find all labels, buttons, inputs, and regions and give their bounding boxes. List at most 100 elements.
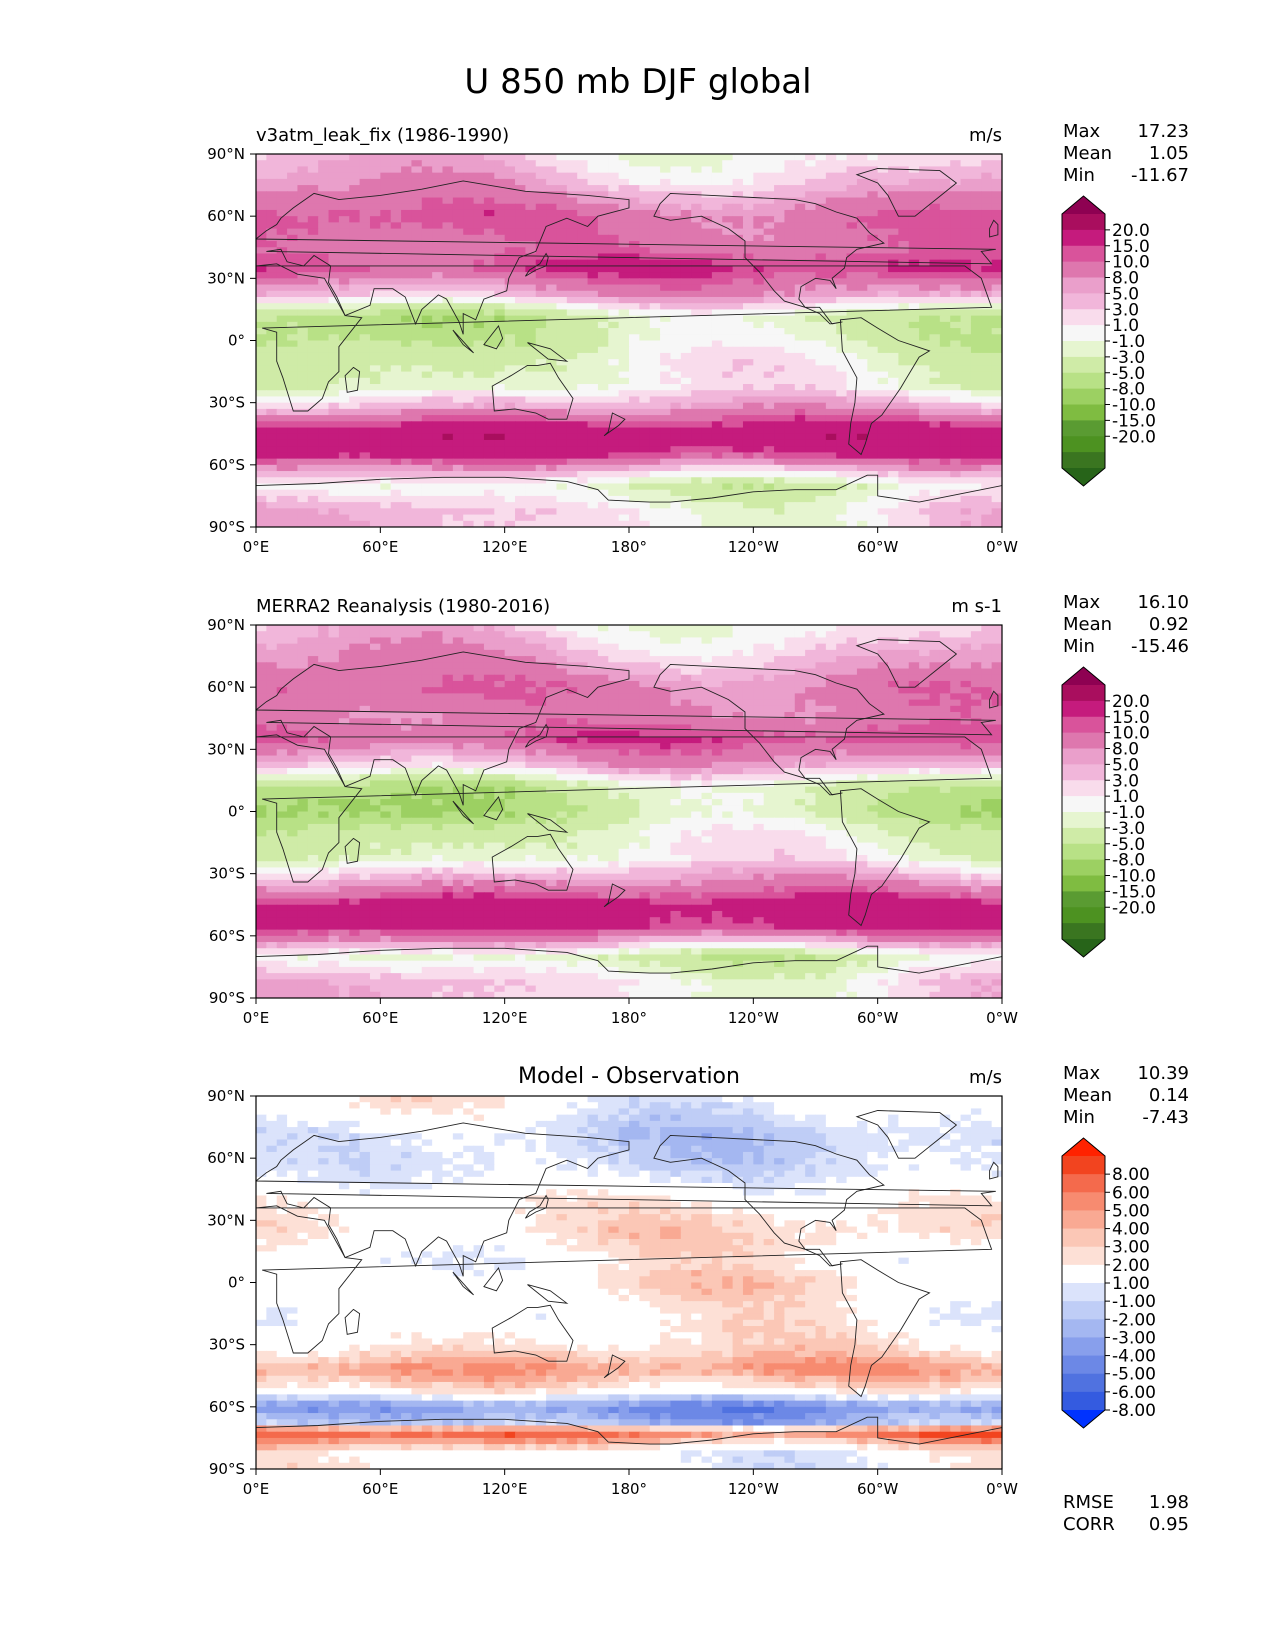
field-cell <box>338 477 350 485</box>
field-cell <box>722 160 734 168</box>
field-cell <box>722 483 734 491</box>
field-cell <box>929 377 941 385</box>
field-cell <box>929 471 941 478</box>
field-cell <box>411 191 423 199</box>
field-cell <box>359 234 371 242</box>
field-cell <box>483 340 495 348</box>
field-cell <box>452 340 464 348</box>
field-cell <box>825 656 837 663</box>
field-cell <box>846 439 858 447</box>
field-cell <box>680 464 692 472</box>
field-cell <box>908 377 920 385</box>
field-cell <box>753 477 765 485</box>
field-cell <box>307 489 319 497</box>
field-cell <box>328 154 340 161</box>
field-cell <box>898 185 910 192</box>
field-cell <box>877 371 889 379</box>
field-cell <box>597 352 609 360</box>
field-cell <box>473 203 485 211</box>
field-cell <box>877 402 889 410</box>
colorbar-segment <box>1062 214 1105 231</box>
field-cell <box>556 390 568 398</box>
field-cell <box>856 265 868 273</box>
field-cell <box>981 384 993 391</box>
field-cell <box>494 502 506 509</box>
field-cell <box>504 328 516 335</box>
field-cell <box>473 191 485 199</box>
field-cell <box>753 191 765 199</box>
field-cell <box>711 185 723 192</box>
field-cell <box>732 178 744 186</box>
field-cell <box>691 371 703 379</box>
field-cell <box>535 433 547 441</box>
field-cell <box>535 253 547 261</box>
field-cell <box>473 471 485 478</box>
field-cell <box>546 514 558 522</box>
field-cell <box>256 309 267 317</box>
field-cell <box>328 160 340 168</box>
field-cell <box>256 520 267 527</box>
field-cell <box>867 377 879 385</box>
field-cell <box>369 377 381 385</box>
field-cell <box>784 502 796 509</box>
field-cell <box>950 402 962 410</box>
field-cell <box>629 464 640 472</box>
field-cell <box>463 662 475 670</box>
field-cell <box>742 514 754 522</box>
field-cell <box>525 643 537 651</box>
field-cell <box>266 390 278 398</box>
field-cell <box>856 390 868 398</box>
field-cell <box>463 265 475 273</box>
field-cell <box>504 303 516 311</box>
field-cell <box>411 197 423 205</box>
field-cell <box>577 228 589 236</box>
field-cell <box>660 483 672 491</box>
field-cell <box>618 284 630 292</box>
field-cell <box>566 234 578 242</box>
field-cell <box>670 197 682 205</box>
field-cell <box>815 228 827 236</box>
field-cell <box>960 154 972 161</box>
field-cell <box>515 390 526 398</box>
field-cell <box>753 216 765 223</box>
field-cell <box>535 247 547 255</box>
field-cell <box>670 309 682 317</box>
field-cell <box>546 371 558 379</box>
field-cell <box>856 222 868 230</box>
field-cell <box>825 384 837 391</box>
field-cell <box>307 309 319 317</box>
field-cell <box>525 377 537 385</box>
field-cell <box>276 402 288 410</box>
field-cell <box>691 483 703 491</box>
field-cell <box>639 172 651 180</box>
field-cell <box>452 346 464 354</box>
field-cell <box>888 309 899 317</box>
field-cell <box>494 160 506 168</box>
field-cell <box>960 222 972 230</box>
field-cell <box>442 278 454 286</box>
field-cell <box>888 272 899 279</box>
field-cell <box>805 643 817 651</box>
field-cell <box>421 209 433 217</box>
field-cell <box>711 458 723 466</box>
field-cell <box>504 433 516 441</box>
field-cell <box>556 489 568 497</box>
field-cell <box>836 284 848 292</box>
field-cell <box>991 402 1002 410</box>
field-cell <box>328 346 340 354</box>
field-cell <box>338 154 350 161</box>
field-cell <box>711 334 723 342</box>
field-cell <box>649 284 661 292</box>
field-cell <box>950 321 962 329</box>
field-cell <box>535 421 547 429</box>
field-cell <box>970 489 982 497</box>
field-cell <box>774 328 786 335</box>
field-cell <box>587 637 599 645</box>
field-cell <box>753 514 765 522</box>
field-cell <box>898 452 910 460</box>
field-cell <box>432 458 444 466</box>
field-cell <box>411 290 423 298</box>
field-cell <box>556 377 568 385</box>
field-cell <box>380 284 392 292</box>
field-cell <box>805 514 817 522</box>
